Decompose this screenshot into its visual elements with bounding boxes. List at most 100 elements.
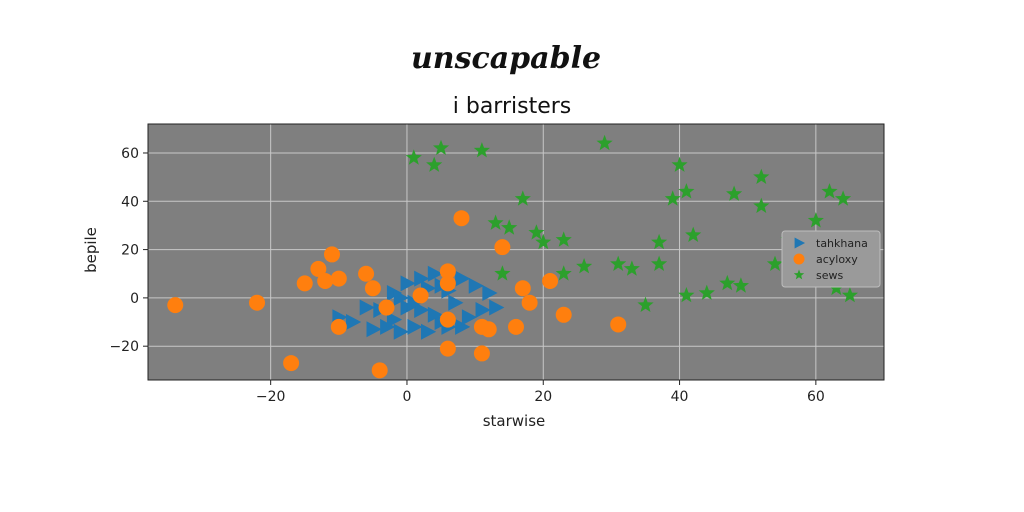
sews-point xyxy=(821,183,838,199)
y-tick-label: 40 xyxy=(121,194,139,210)
tahkhana-point xyxy=(455,318,471,335)
sews-point xyxy=(535,233,552,250)
sews-point xyxy=(473,142,490,158)
sews-point xyxy=(433,139,450,155)
tahkhana-point xyxy=(427,306,444,323)
y-tick-label: 60 xyxy=(121,146,139,162)
tahkhana-point xyxy=(461,309,478,326)
tahkhana-point xyxy=(386,311,403,328)
y-axis-label: bepile xyxy=(82,227,100,273)
tahkhana-point xyxy=(393,289,409,306)
sews-point xyxy=(405,149,422,165)
sews-point xyxy=(555,231,572,247)
acyloxy-point xyxy=(364,280,381,297)
acyloxy-point xyxy=(521,294,538,311)
tahkhana-point xyxy=(366,321,382,338)
acyloxy-point xyxy=(378,299,395,316)
tahkhana-point xyxy=(468,277,484,294)
legend-box xyxy=(781,230,881,288)
x-tick-label: 20 xyxy=(534,389,552,405)
acyloxy-point xyxy=(317,272,334,289)
legend-marker-acyloxy xyxy=(793,253,805,265)
sews-point xyxy=(487,214,504,230)
acyloxy-point xyxy=(494,239,511,256)
acyloxy-point xyxy=(439,275,456,292)
x-axis-label: starwise xyxy=(483,412,546,430)
acyloxy-point xyxy=(508,318,524,335)
acyloxy-point xyxy=(310,260,327,277)
tahkhana-point xyxy=(421,323,437,340)
sews-point xyxy=(651,255,668,271)
sews-point xyxy=(671,156,688,172)
legend-label-sews: sews xyxy=(816,269,843,282)
legend-marker-tahkhana xyxy=(794,237,806,249)
sews-point xyxy=(698,284,715,300)
legend-label-acyloxy: acyloxy xyxy=(816,253,858,266)
sews-point xyxy=(555,265,572,281)
acyloxy-point xyxy=(610,316,627,333)
acyloxy-point xyxy=(371,362,388,379)
y-tick-label: 0 xyxy=(130,291,139,307)
x-tick-label: −20 xyxy=(256,389,286,405)
tahkhana-point xyxy=(407,318,423,335)
sews-point xyxy=(664,190,681,206)
sews-point xyxy=(835,190,852,206)
tahkhana-point xyxy=(346,314,362,331)
tahkhana-point xyxy=(359,299,375,316)
sews-point xyxy=(753,168,770,184)
legend-marker-sews xyxy=(793,269,805,280)
sews-point xyxy=(678,183,695,199)
legend: tahkhana acyloxy sews xyxy=(781,230,881,288)
acyloxy-point xyxy=(473,345,490,362)
acyloxy-point xyxy=(330,318,347,335)
axis-ticks: −20 0 20 40 60 −20 0 20 40 60 xyxy=(109,146,824,405)
tahkhana-point xyxy=(448,294,464,311)
acyloxy-point xyxy=(167,297,184,314)
y-tick-label: −20 xyxy=(109,339,139,355)
sews-point xyxy=(841,287,858,303)
tahkhana-point xyxy=(414,301,430,318)
sews-point xyxy=(766,255,783,271)
sews-point xyxy=(651,233,668,250)
tahkhana-point xyxy=(489,299,505,316)
acyloxy-point xyxy=(439,340,456,357)
plot-frame xyxy=(147,123,885,381)
tahkhana-point xyxy=(427,265,444,282)
sews-point xyxy=(501,219,518,235)
tahkhana-point xyxy=(407,294,423,311)
acyloxy-point xyxy=(412,287,429,304)
sews-point xyxy=(514,190,531,206)
acyloxy-point xyxy=(514,280,531,297)
acyloxy-point xyxy=(439,311,456,328)
x-tick-label: 60 xyxy=(807,389,825,405)
sews-point xyxy=(637,296,654,312)
acyloxy-point xyxy=(439,263,456,280)
acyloxy-point xyxy=(555,306,572,323)
sews-point xyxy=(685,226,702,242)
sews-point xyxy=(732,277,749,293)
acyloxy-point xyxy=(249,294,266,311)
sews-point xyxy=(726,185,743,201)
x-tick-label: 40 xyxy=(671,389,689,405)
tahkhana-point xyxy=(393,323,409,340)
tahkhana-point xyxy=(400,275,416,292)
acyloxy-point xyxy=(283,355,300,372)
x-tick-label: 0 xyxy=(403,389,412,405)
sews-point xyxy=(807,212,824,228)
tahkhana-point xyxy=(482,285,498,302)
data-markers xyxy=(167,134,858,379)
tahkhana-point xyxy=(455,270,471,287)
sews-point xyxy=(610,255,627,271)
sews-point xyxy=(623,260,640,276)
acyloxy-point xyxy=(324,246,340,263)
plot-area xyxy=(148,124,884,380)
acyloxy-point xyxy=(358,265,375,282)
acyloxy-point xyxy=(542,272,559,289)
acyloxy-point xyxy=(296,275,313,292)
y-tick-label: 20 xyxy=(121,243,139,259)
sews-point xyxy=(753,197,770,213)
tahkhana-point xyxy=(414,270,430,287)
acyloxy-point xyxy=(330,270,347,287)
sews-point xyxy=(719,274,736,291)
